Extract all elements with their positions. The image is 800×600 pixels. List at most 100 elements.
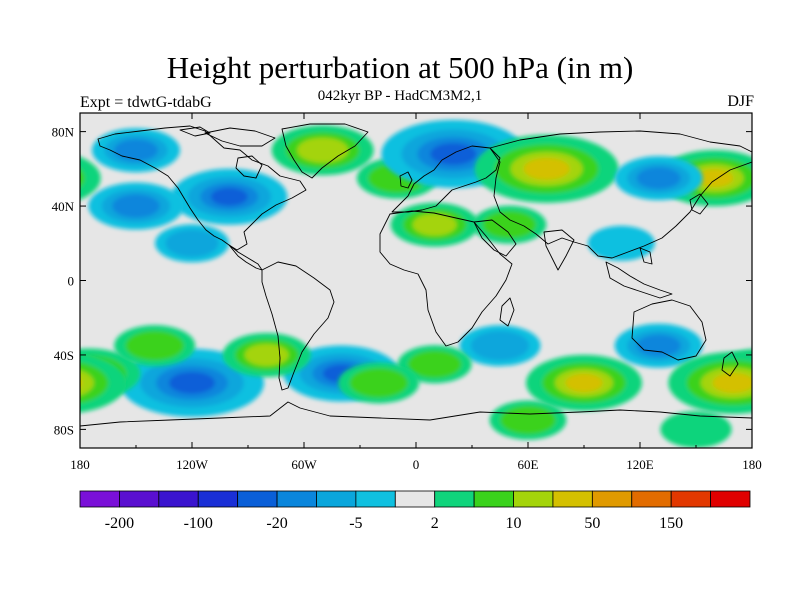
anomaly-cell xyxy=(88,182,184,230)
anomaly-cell xyxy=(474,134,619,203)
anomaly-contour xyxy=(252,347,281,362)
anomaly-contour xyxy=(565,373,603,392)
colorbar-label: 2 xyxy=(431,515,439,532)
colorbar-label: 10 xyxy=(506,515,522,532)
coastline-arabia xyxy=(473,219,517,257)
x-tick-label: 120W xyxy=(176,457,209,472)
anomaly-contour xyxy=(168,371,216,394)
x-tick-label: 0 xyxy=(413,457,420,472)
colorbar-swatch xyxy=(434,490,475,508)
coastline-africa xyxy=(379,210,513,347)
experiment-label: Expt = tdwtG-tdabG xyxy=(80,94,212,111)
anomaly-contour xyxy=(684,423,708,436)
anomaly-cell xyxy=(171,168,288,225)
anomaly-contour xyxy=(365,376,392,390)
anomaly-cell xyxy=(526,354,642,411)
x-axis: 180 120W 60W 0 60E 120E 180 xyxy=(70,113,762,472)
coastline-madagascar xyxy=(499,297,515,327)
y-tick-label: 40N xyxy=(52,199,75,214)
colorbar-swatch xyxy=(552,490,593,508)
map-title: Height perturbation at 500 hPa (in m) xyxy=(166,50,634,85)
coastline-japan xyxy=(689,193,709,215)
coastline-asia xyxy=(489,130,752,259)
anomaly-cell xyxy=(338,362,420,404)
y-tick-label: 80S xyxy=(54,422,74,437)
map-subtitle: 042kyr BP - HadCM3M2,1 xyxy=(317,88,483,104)
anomaly-cell xyxy=(155,224,229,263)
anomaly-contour xyxy=(14,164,72,192)
anomaly-cell xyxy=(614,156,703,201)
anomaly-contour xyxy=(80,156,101,200)
x-tick-label: 60W xyxy=(291,457,317,472)
colorbar-swatch xyxy=(276,490,317,508)
anomaly-contours xyxy=(14,119,752,448)
colorbar-swatch xyxy=(710,490,751,508)
coastline-north-america xyxy=(97,125,307,251)
coastlines xyxy=(80,123,752,427)
season-label: DJF xyxy=(727,93,754,110)
anomaly-contour xyxy=(180,237,204,250)
anomaly-contour xyxy=(121,143,151,158)
anomaly-cell xyxy=(14,156,101,200)
colorbar-swatch xyxy=(158,490,199,508)
anomaly-contour xyxy=(644,171,673,186)
anomaly-contour xyxy=(141,339,168,353)
x-tick-label: 120E xyxy=(626,457,654,472)
coastline-greenland xyxy=(281,123,369,179)
x-tick-label: 180 xyxy=(742,457,762,472)
colorbar-swatch xyxy=(670,490,711,508)
colorbar-swatch xyxy=(237,490,278,508)
x-tick-label: 180 xyxy=(70,457,90,472)
anomaly-cell xyxy=(271,125,374,176)
y-tick-label: 0 xyxy=(68,274,75,289)
anomaly-contour xyxy=(610,237,633,249)
anomaly-contour xyxy=(420,217,449,232)
coastline-india xyxy=(543,229,575,271)
colorbar-swatch xyxy=(394,490,436,508)
colorbar-label: -5 xyxy=(349,515,362,532)
coastline-se-asia-islands xyxy=(605,247,673,299)
anomaly-cell xyxy=(397,345,472,384)
colorbar-swatch xyxy=(316,490,357,508)
y-tick-label: 40S xyxy=(54,348,74,363)
colorbar-swatch xyxy=(631,490,672,508)
anomaly-contour xyxy=(80,378,83,388)
coastline-europe xyxy=(391,145,501,213)
anomaly-cell xyxy=(660,410,732,448)
colorbar-swatch xyxy=(591,490,633,508)
coastline-arctic-islands xyxy=(179,126,276,147)
colorbar-label: -200 xyxy=(105,515,134,532)
anomaly-cell xyxy=(459,325,541,367)
anomaly-contour xyxy=(80,370,94,396)
anomaly-cell xyxy=(390,202,479,247)
coastline-british-isles xyxy=(399,171,413,189)
x-tick-label: 60E xyxy=(518,457,539,472)
anomaly-contour xyxy=(497,218,522,231)
anomaly-cell xyxy=(472,205,547,244)
anomaly-cell xyxy=(222,332,311,377)
coastline-hudson-bay xyxy=(235,155,263,179)
anomaly-cell xyxy=(92,128,180,173)
coastline-antarctica xyxy=(80,401,752,427)
anomaly-contour xyxy=(523,157,570,180)
colorbar-swatch xyxy=(79,490,120,508)
anomaly-contour xyxy=(515,413,541,427)
colorbar-label: -100 xyxy=(184,515,213,532)
anomaly-cell xyxy=(614,323,703,368)
y-tick-label: 80N xyxy=(52,125,75,140)
anomaly-contour xyxy=(306,142,339,159)
colorbar-label: 150 xyxy=(659,515,683,532)
anomaly-cell xyxy=(114,325,196,367)
anomaly-cell xyxy=(668,351,752,414)
coastline-south-america xyxy=(261,261,335,391)
anomaly-contour xyxy=(644,338,673,353)
colorbar-swatch xyxy=(355,490,396,508)
anomaly-contour xyxy=(422,358,447,371)
colorbar-swatch xyxy=(197,490,239,508)
coastline-australia xyxy=(631,299,707,361)
anomaly-contour xyxy=(712,372,752,393)
colorbar-swatch xyxy=(513,490,554,508)
anomaly-contour xyxy=(210,187,248,206)
y-axis: 80N 40N 0 40S 80S xyxy=(52,125,752,437)
colorbar: -200 -100 -20 -5 2 10 50 150 xyxy=(79,490,751,532)
